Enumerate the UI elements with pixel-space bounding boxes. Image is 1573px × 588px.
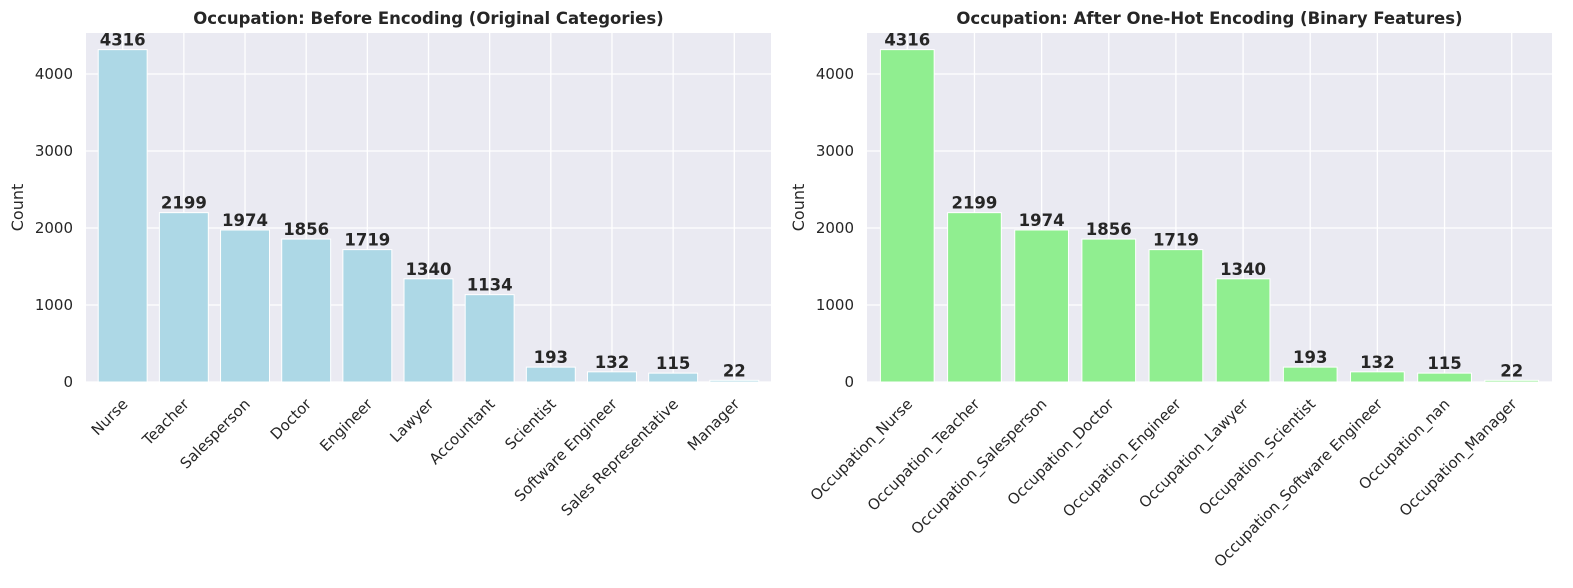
bar-value-label: 115 — [656, 354, 690, 373]
bar-occupation-engineer — [1148, 249, 1204, 383]
y-tick-label: 4000 — [816, 65, 854, 83]
y-tick-label: 3000 — [816, 142, 854, 160]
x-tick-label: Lawyer — [386, 395, 438, 447]
y-tick-label: 1000 — [816, 296, 854, 314]
bar-occupation-teacher — [947, 212, 1002, 383]
bar-occupation-software-engineer — [1350, 371, 1405, 383]
bar-value-label: 1974 — [222, 211, 268, 230]
bar-value-label: 115 — [1427, 354, 1461, 373]
y-tick-label: 0 — [844, 373, 854, 391]
bar-teacher — [158, 212, 209, 383]
x-tick-label: Occupation_Manager — [1396, 395, 1522, 521]
bar-value-label: 1719 — [344, 231, 390, 250]
bar-value-label: 1856 — [1086, 220, 1132, 239]
y-axis-label: Count — [8, 184, 27, 232]
bar-software-engineer — [587, 371, 637, 383]
bar-occupation-manager — [1484, 379, 1540, 383]
chart-title: Occupation: Before Encoding (Original Ca… — [193, 9, 663, 28]
x-tick-label: Teacher — [138, 395, 193, 450]
bar-value-label: 1134 — [467, 276, 513, 295]
y-tick-label: 4000 — [35, 65, 73, 83]
bar-scientist — [525, 366, 576, 383]
bar-doctor — [281, 238, 332, 383]
bar-value-label: 22 — [1500, 361, 1523, 380]
chart-panel-1: 0 1000 2000 3000 4000 4316 Nurse 2199 Teacher 197… — [8, 9, 771, 520]
x-tick-label: Occupation_Engineer — [1059, 395, 1186, 522]
x-tick-label: Scientist — [501, 395, 559, 453]
bar-value-label: 132 — [1360, 353, 1394, 372]
bar-value-label: 2199 — [951, 194, 997, 213]
bar-occupation-doctor — [1081, 238, 1137, 383]
bar-value-label: 193 — [534, 348, 568, 367]
bar-value-label: 1856 — [283, 220, 329, 239]
bar-occupation-nurse — [879, 49, 935, 383]
bar-lawyer — [403, 278, 454, 383]
y-tick-label: 2000 — [816, 219, 854, 237]
x-tick-label: Occupation_Scientist — [1195, 395, 1320, 520]
bar-engineer — [342, 249, 393, 383]
bar-value-label: 1974 — [1019, 211, 1065, 230]
y-tick-label: 0 — [63, 373, 73, 391]
bar-value-label: 132 — [595, 353, 629, 372]
y-tick-label: 2000 — [35, 219, 73, 237]
chart-panel-2: 010002000300040004316Occupation_Nurse219… — [789, 9, 1552, 571]
x-tick-label: Sales Representative — [557, 395, 681, 519]
bar-value-label: 22 — [723, 361, 746, 380]
bar-value-label: 4316 — [884, 31, 930, 50]
x-tick-label: Occupation_Lawyer — [1135, 395, 1253, 513]
bar-value-label: 1340 — [1220, 260, 1266, 279]
x-tick-label: Engineer — [316, 395, 377, 456]
bar-manager — [709, 379, 760, 383]
bar-occupation-nan — [1417, 372, 1472, 383]
x-tick-label: Accountant — [426, 395, 499, 468]
bar-value-label: 4316 — [100, 31, 146, 50]
bar-occupation-scientist — [1282, 366, 1338, 383]
bar-occupation-lawyer — [1215, 278, 1271, 383]
x-tick-label: Nurse — [88, 395, 132, 439]
x-tick-label: Occupation_Salesperson — [908, 395, 1052, 539]
x-tick-label: Software Engineer — [511, 395, 622, 506]
x-tick-label: Manager — [684, 395, 744, 455]
y-tick-label: 3000 — [35, 142, 73, 160]
bar-value-label: 193 — [1293, 348, 1327, 367]
bar-value-label: 1719 — [1153, 231, 1199, 250]
y-axis-label: Count — [789, 184, 808, 232]
bar-nurse — [97, 49, 148, 383]
bar-value-label: 2199 — [161, 194, 207, 213]
bar-sales-representative — [648, 372, 699, 383]
bar-occupation-salesperson — [1014, 229, 1069, 383]
bar-value-label: 1340 — [406, 260, 452, 279]
y-tick-label: 1000 — [35, 296, 73, 314]
bar-accountant — [464, 294, 515, 383]
bar-salesperson — [220, 229, 270, 383]
chart-title: Occupation: After One-Hot Encoding (Bina… — [956, 9, 1462, 28]
x-tick-label: Occupation_Teacher — [864, 395, 985, 516]
x-tick-label: Doctor — [267, 395, 316, 444]
